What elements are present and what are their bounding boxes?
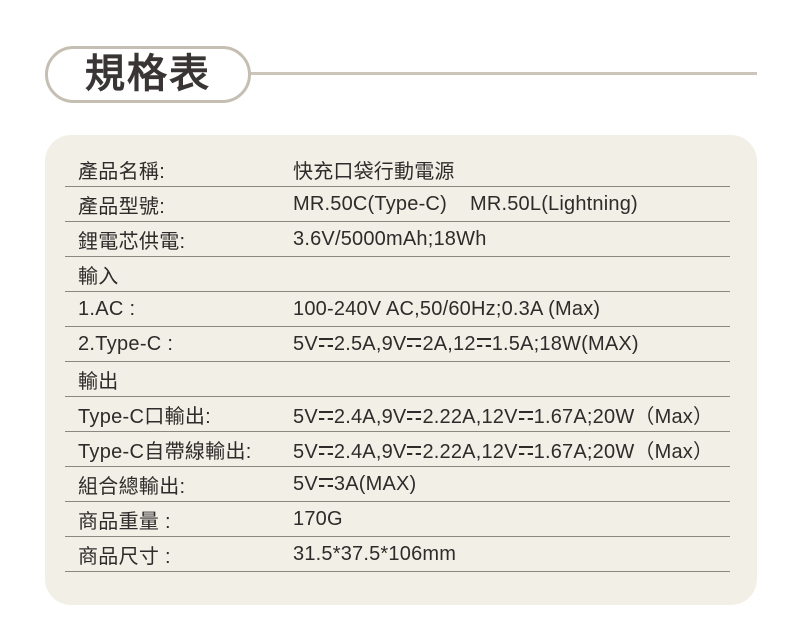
dc-current-icon	[318, 478, 333, 488]
table-row: 商品重量 : 170G	[65, 502, 730, 537]
table-row: 產品型號: MR.50C(Type-C) MR.50L(Lightning)	[65, 187, 730, 222]
header-rule	[248, 72, 757, 75]
spec-label: 鋰電芯供電:	[78, 230, 186, 253]
spec-label: 產品型號:	[78, 195, 166, 218]
table-row: Type-C自帶線輸出: 5V 2.4A,9V 2.22A,12V 1.67A;20W（…	[65, 432, 730, 467]
spec-label: 商品尺寸 :	[78, 545, 171, 568]
table-row: 商品尺寸 : 31.5*37.5*106mm	[65, 537, 730, 572]
dc-current-icon	[407, 338, 422, 348]
spec-label: 產品名稱:	[78, 160, 166, 183]
spec-label: 商品重量 :	[78, 510, 171, 533]
spec-label: 2.Type-C :	[78, 332, 174, 355]
dc-current-icon	[318, 411, 333, 421]
dc-current-icon	[318, 446, 333, 456]
table-row: 產品名稱: 快充口袋行動電源	[65, 152, 730, 187]
dc-current-icon	[518, 446, 533, 456]
dc-current-icon	[407, 411, 422, 421]
title-pill: 規格表	[45, 46, 251, 103]
table-row: 2.Type-C : 5V 2.5A,9V 2A,12 1.5A;18W(MAX)	[65, 327, 730, 362]
dc-current-icon	[518, 411, 533, 421]
spec-value: MR.50C(Type-C) MR.50L(Lightning)	[293, 192, 638, 215]
spec-value: 31.5*37.5*106mm	[293, 542, 457, 565]
spec-label: 輸入	[78, 265, 119, 288]
table-row: Type-C口輸出: 5V 2.4A,9V 2.22A,12V 1.67A;20W（Ma…	[65, 397, 730, 432]
table-row: 鋰電芯供電: 3.6V/5000mAh;18Wh	[65, 222, 730, 257]
spec-value: 170G	[293, 507, 343, 530]
table-row: 組合總輸出: 5V 3A(MAX)	[65, 467, 730, 502]
spec-label: 組合總輸出:	[78, 475, 186, 498]
table-row: 1.AC : 100-240V AC,50/60Hz;0.3A (Max)	[65, 292, 730, 327]
spec-table: 產品名稱: 快充口袋行動電源產品型號: MR.50C(Type-C) MR.50L(…	[65, 152, 730, 572]
spec-value: 5V 2.4A,9V 2.22A,12V 1.67A;20W（Max）	[293, 440, 714, 463]
spec-card: 產品名稱: 快充口袋行動電源產品型號: MR.50C(Type-C) MR.50L(…	[45, 135, 757, 605]
page-title: 規格表	[85, 51, 211, 96]
spec-label: 1.AC :	[78, 297, 136, 320]
spec-value: 100-240V AC,50/60Hz;0.3A (Max)	[293, 297, 601, 320]
spec-value: 5V 2.4A,9V 2.22A,12V 1.67A;20W（Max）	[293, 405, 714, 428]
spec-value: 快充口袋行動電源	[293, 160, 455, 183]
dc-current-icon	[476, 338, 491, 348]
spec-value: 3.6V/5000mAh;18Wh	[293, 227, 487, 250]
dc-current-icon	[407, 446, 422, 456]
spec-value: 5V 2.5A,9V 2A,12 1.5A;18W(MAX)	[293, 332, 639, 355]
spec-label: 輸出	[78, 370, 119, 393]
table-row: 輸入	[65, 257, 730, 292]
spec-value: 5V 3A(MAX)	[293, 472, 417, 495]
table-row: 輸出	[65, 362, 730, 397]
spec-label: Type-C自帶線輸出:	[78, 440, 252, 463]
spec-label: Type-C口輸出:	[78, 405, 212, 428]
dc-current-icon	[318, 338, 333, 348]
